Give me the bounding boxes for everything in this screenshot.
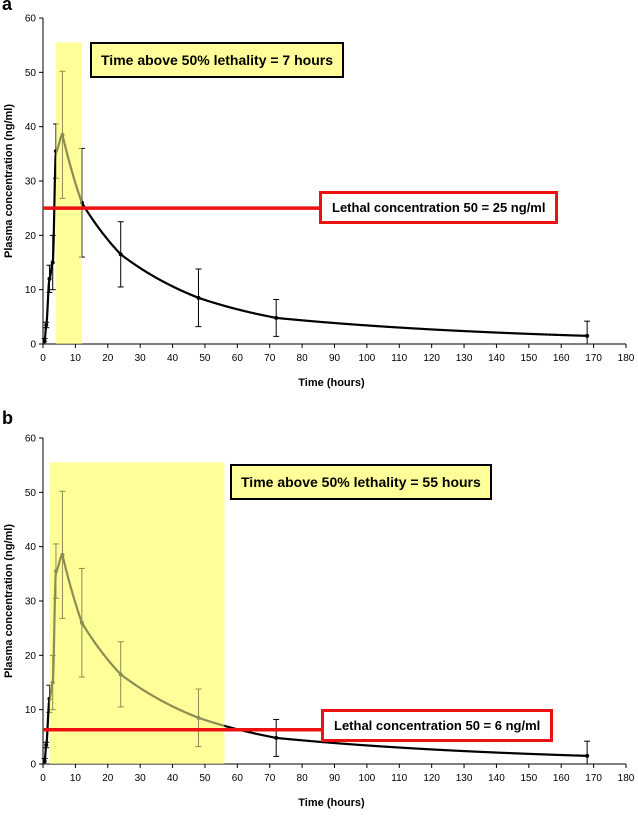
x-tick-label: 140 bbox=[488, 773, 505, 784]
x-tick-label: 0 bbox=[40, 773, 46, 784]
lethal-concentration-callout: Lethal concentration 50 = 25 ng/ml bbox=[319, 191, 559, 224]
lethality-shade-overlay bbox=[55, 42, 82, 344]
x-tick-label: 110 bbox=[391, 773, 407, 784]
data-point bbox=[42, 339, 47, 344]
x-tick-label: 70 bbox=[264, 773, 276, 784]
x-tick-label: 150 bbox=[520, 773, 537, 784]
x-tick-label: 100 bbox=[359, 353, 376, 364]
data-point bbox=[585, 333, 590, 338]
y-tick-label: 40 bbox=[25, 122, 37, 133]
chart-panel-b: b 0 10 20 30 40 50 60 0 10 20 30 40 50 60 70 80 90 100 110… bbox=[0, 408, 638, 820]
data-point bbox=[118, 252, 123, 257]
data-point bbox=[42, 759, 47, 764]
x-axis-title: Time (hours) bbox=[298, 377, 365, 389]
x-tick-label: 30 bbox=[135, 773, 147, 784]
data-point bbox=[44, 742, 49, 747]
y-tick-label: 60 bbox=[25, 14, 37, 25]
panel-label: b bbox=[2, 408, 13, 428]
x-tick-label: 160 bbox=[553, 353, 570, 364]
x-tick-label: 0 bbox=[40, 353, 46, 364]
y-tick-label: 10 bbox=[25, 285, 37, 296]
x-tick-label: 40 bbox=[167, 773, 179, 784]
x-tick-label: 120 bbox=[423, 353, 440, 364]
x-axis-title: Time (hours) bbox=[298, 797, 365, 809]
concentration-curve bbox=[43, 132, 588, 342]
x-tick-label: 10 bbox=[70, 353, 82, 364]
lethality-duration-callout: Time above 50% lethality = 55 hours bbox=[230, 464, 492, 500]
x-tick-label: 20 bbox=[102, 353, 114, 364]
x-tick-label: 20 bbox=[102, 773, 114, 784]
y-tick-label: 10 bbox=[25, 705, 37, 716]
x-tick-label: 40 bbox=[167, 353, 179, 364]
lethality-duration-callout: Time above 50% lethality = 7 hours bbox=[90, 42, 344, 78]
y-tick-label: 50 bbox=[25, 68, 37, 79]
x-tick-label: 160 bbox=[553, 773, 570, 784]
x-tick-label: 90 bbox=[329, 353, 341, 364]
x-tick-label: 130 bbox=[456, 353, 473, 364]
x-tick-label: 180 bbox=[618, 353, 635, 364]
y-tick-label: 20 bbox=[25, 231, 37, 242]
x-tick-label: 170 bbox=[585, 353, 602, 364]
lethal-concentration-callout: Lethal concentration 50 = 6 ng/ml bbox=[321, 709, 554, 742]
y-tick-label: 20 bbox=[25, 651, 37, 662]
data-point bbox=[196, 295, 201, 300]
chart-a-plot: 0 10 20 30 40 50 60 0 10 20 30 40 50 60 70 80 90 100 110 12… bbox=[3, 14, 635, 390]
y-tick-label: 0 bbox=[30, 340, 36, 351]
x-tick-label: 10 bbox=[70, 773, 82, 784]
chart-panel-a: a 0 10 20 30 40 50 60 0 10 20 30 40 50 60 70 80 90 100 110… bbox=[0, 0, 638, 400]
lethality-shade-overlay bbox=[49, 462, 225, 764]
x-tick-label: 50 bbox=[199, 773, 211, 784]
data-point bbox=[274, 735, 279, 740]
y-tick-label: 50 bbox=[25, 488, 37, 499]
data-point bbox=[274, 315, 279, 320]
x-tick-label: 100 bbox=[359, 773, 376, 784]
y-tick-label: 30 bbox=[25, 597, 37, 608]
data-point bbox=[585, 753, 590, 758]
x-tick-label: 180 bbox=[618, 773, 635, 784]
x-tick-label: 80 bbox=[297, 353, 309, 364]
x-tick-label: 170 bbox=[585, 773, 602, 784]
x-tick-label: 50 bbox=[199, 353, 211, 364]
x-tick-label: 110 bbox=[391, 353, 407, 364]
y-axis-title: Plasma concentration (ng/ml) bbox=[3, 104, 15, 258]
y-tick-label: 30 bbox=[25, 177, 37, 188]
x-tick-label: 80 bbox=[297, 773, 309, 784]
chart-b-plot: 0 10 20 30 40 50 60 0 10 20 30 40 50 60 70 80 90 100 110 12… bbox=[3, 434, 635, 810]
x-tick-label: 150 bbox=[520, 353, 537, 364]
x-tick-label: 120 bbox=[423, 773, 440, 784]
data-point bbox=[47, 276, 52, 281]
x-tick-label: 130 bbox=[456, 773, 473, 784]
x-tick-label: 90 bbox=[329, 773, 341, 784]
x-tick-label: 30 bbox=[135, 353, 147, 364]
x-tick-label: 140 bbox=[488, 353, 505, 364]
y-tick-label: 40 bbox=[25, 542, 37, 553]
y-tick-label: 60 bbox=[25, 434, 37, 445]
data-point bbox=[44, 322, 49, 327]
x-tick-label: 60 bbox=[232, 773, 244, 784]
y-tick-label: 0 bbox=[30, 760, 36, 771]
data-point bbox=[50, 260, 55, 265]
x-tick-label: 60 bbox=[232, 353, 244, 364]
panel-label: a bbox=[2, 0, 13, 14]
y-axis-title: Plasma concentration (ng/ml) bbox=[3, 524, 15, 678]
x-tick-label: 70 bbox=[264, 353, 276, 364]
